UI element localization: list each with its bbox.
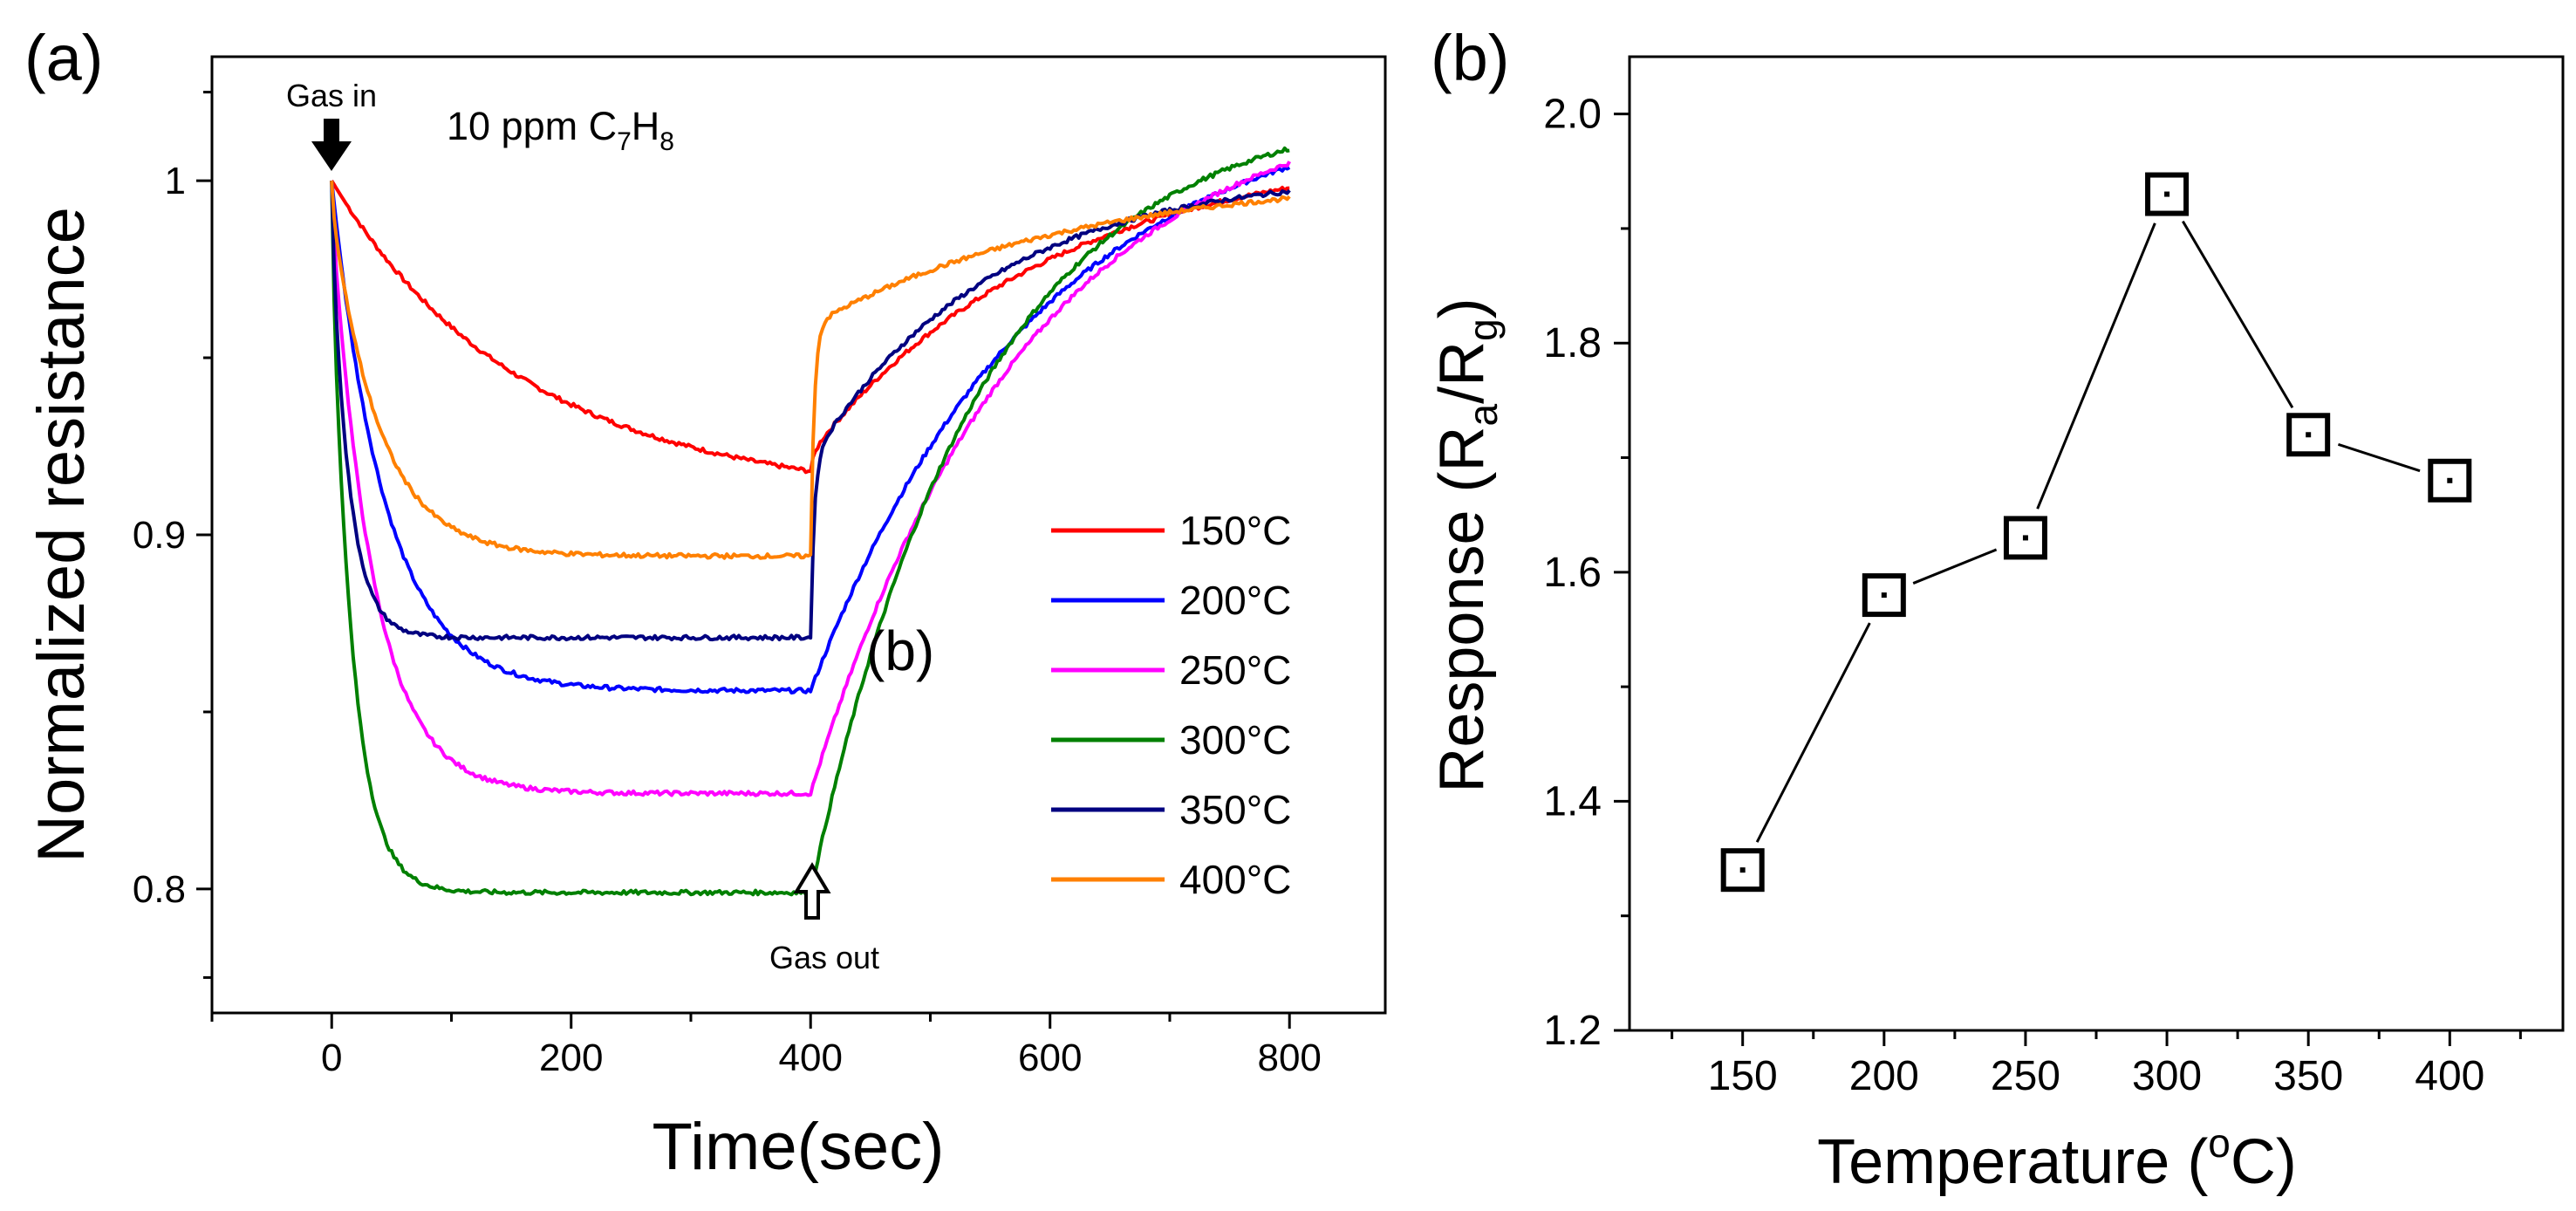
y-tick-label-b: 1.8 xyxy=(1543,320,1602,366)
data-points-b xyxy=(1720,172,2472,893)
gas-out-label: Gas out xyxy=(769,940,879,975)
data-point-center xyxy=(1881,592,1887,599)
legend-label: 350°C xyxy=(1179,787,1291,832)
series-line xyxy=(330,180,1290,475)
y-axis-ticks-a: 0.8 0.9 1 xyxy=(133,91,212,979)
chart-a: (a) 0 200 400 600 800 0.8 0.9 1 Time(sec) Norm… xyxy=(24,22,1387,1184)
gas-in-arrow-icon xyxy=(311,119,352,171)
series-lines-a xyxy=(330,146,1291,897)
x-tick-label-a: 0 xyxy=(321,1037,342,1079)
x-tick-label-b: 300 xyxy=(2132,1053,2202,1099)
x-axis-label-b: Temperature (oC) xyxy=(1817,1120,2297,1197)
y-tick-label-b: 1.4 xyxy=(1543,778,1602,824)
x-tick-label-a: 600 xyxy=(1018,1037,1082,1079)
chart-b: (b) 150 200 250 300 350 400 1.2 1.4 1.6 1.8 2.0 T… xyxy=(1427,22,2565,1197)
y-tick-label-a: 1 xyxy=(165,160,186,202)
inset-marker-b: (b) xyxy=(866,619,934,682)
x-axis-ticks-a: 0 200 400 600 800 xyxy=(210,1013,1322,1079)
data-point-center xyxy=(2164,191,2170,197)
concentration-label: 10 ppm C7H8 xyxy=(447,104,674,156)
series-line xyxy=(330,166,1291,694)
plot-frame-b xyxy=(1628,55,2565,1032)
y-tick-label-b: 1.2 xyxy=(1543,1008,1602,1054)
series-line xyxy=(330,180,1291,560)
x-tick-label-b: 150 xyxy=(1708,1053,1778,1099)
legend-label: 150°C xyxy=(1179,508,1291,553)
data-point-center xyxy=(1739,867,1746,873)
legend-label: 400°C xyxy=(1179,857,1291,902)
y-axis-label-a: Normalized resistance xyxy=(24,207,99,863)
connector-line xyxy=(2182,220,2294,408)
x-tick-label-a: 800 xyxy=(1257,1037,1321,1079)
y-tick-label-a: 0.9 xyxy=(133,514,186,557)
series-line xyxy=(330,161,1291,797)
x-tick-label-a: 200 xyxy=(539,1037,603,1079)
legend-label: 250°C xyxy=(1179,647,1291,693)
connector-line xyxy=(1755,622,1871,843)
y-tick-label-a: 0.8 xyxy=(133,868,186,911)
x-axis-label-a: Time(sec) xyxy=(653,1110,945,1184)
data-point-center xyxy=(2306,432,2312,438)
connector-line xyxy=(1912,548,1998,585)
x-tick-label-b: 250 xyxy=(1991,1053,2060,1099)
y-axis-label-b: Response (Ra/Rg) xyxy=(1427,298,1506,792)
connector-line xyxy=(2036,222,2156,510)
gas-in-label: Gas in xyxy=(286,78,377,113)
y-tick-label-b: 2.0 xyxy=(1543,92,1602,138)
x-tick-label-a: 400 xyxy=(779,1037,843,1079)
x-tick-label-b: 200 xyxy=(1849,1053,1919,1099)
data-point-center xyxy=(2447,477,2453,483)
panel-label-a: (a) xyxy=(24,22,103,94)
connector-line xyxy=(2337,442,2421,473)
gas-out-arrow-icon xyxy=(793,862,831,920)
x-tick-label-b: 350 xyxy=(2273,1053,2343,1099)
data-point-center xyxy=(2022,535,2028,541)
x-tick-label-b: 400 xyxy=(2415,1053,2484,1099)
series-line xyxy=(330,181,1291,642)
y-axis-ticks-b: 1.2 1.4 1.6 1.8 2.0 xyxy=(1543,92,1630,1054)
legend-label: 300°C xyxy=(1179,717,1291,763)
y-tick-label-b: 1.6 xyxy=(1543,550,1602,596)
panel-label-b: (b) xyxy=(1431,22,1509,94)
legend-label: 200°C xyxy=(1179,578,1291,623)
x-axis-ticks-b: 150 200 250 300 350 400 xyxy=(1671,1030,2522,1099)
legend-a: 150°C 200°C 250°C 300°C 350°C 400°C xyxy=(1051,508,1291,902)
